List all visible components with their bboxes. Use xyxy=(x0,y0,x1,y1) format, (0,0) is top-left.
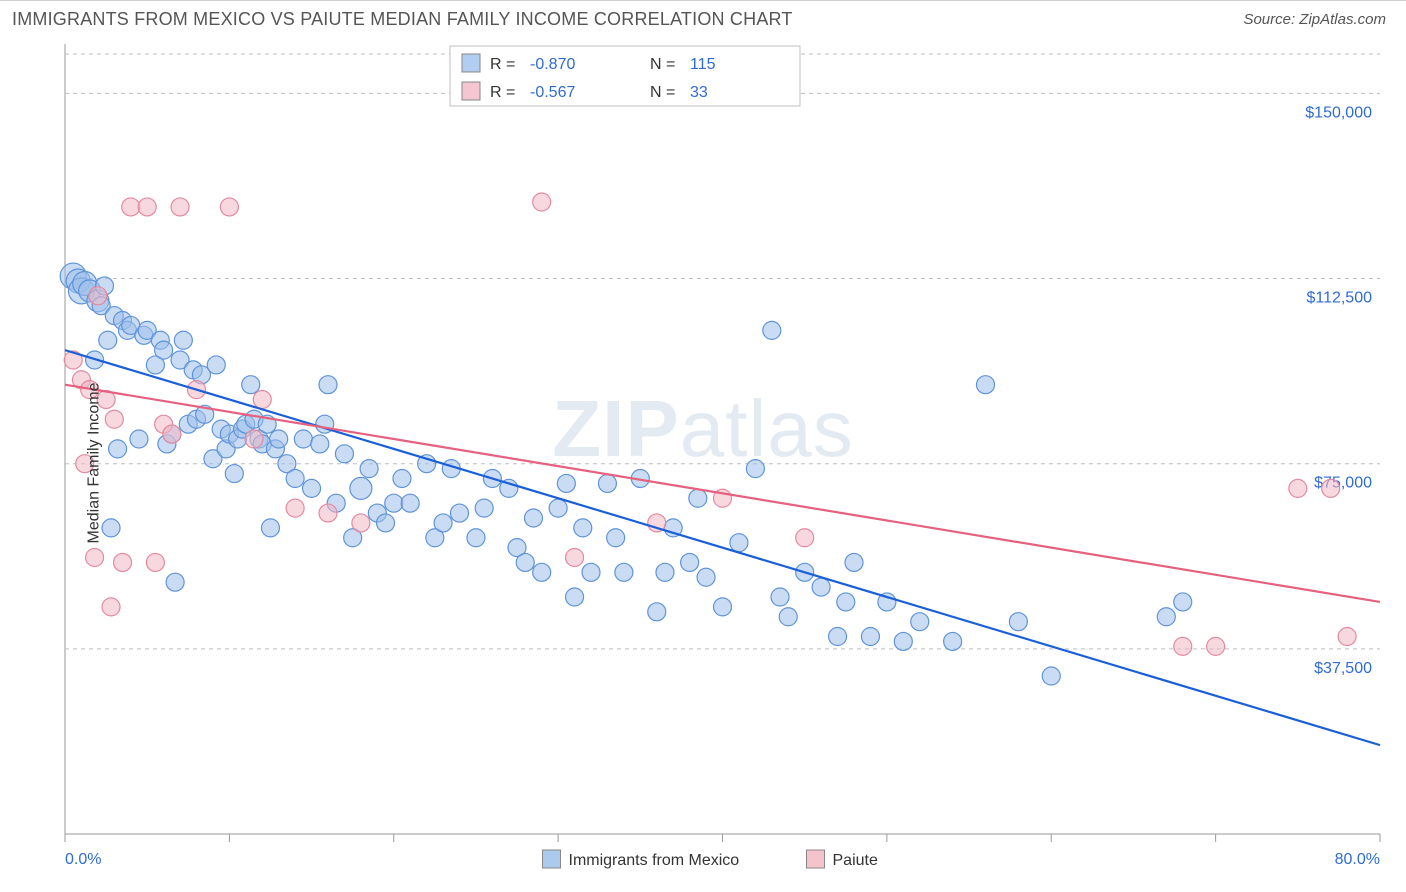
svg-text:Immigrants from Mexico: Immigrants from Mexico xyxy=(569,852,740,869)
svg-text:33: 33 xyxy=(690,84,708,101)
svg-text:$150,000: $150,000 xyxy=(1305,104,1372,121)
svg-text:80.0%: 80.0% xyxy=(1335,851,1380,868)
svg-text:N =: N = xyxy=(650,56,675,73)
svg-text:$37,500: $37,500 xyxy=(1314,660,1372,677)
svg-text:-0.567: -0.567 xyxy=(530,84,575,101)
svg-text:N =: N = xyxy=(650,84,675,101)
chart-title: IMMIGRANTS FROM MEXICO VS PAIUTE MEDIAN … xyxy=(12,9,793,30)
svg-text:$112,500: $112,500 xyxy=(1306,290,1372,307)
svg-text:Paiute: Paiute xyxy=(833,852,878,869)
svg-text:115: 115 xyxy=(690,56,716,73)
svg-text:R =: R = xyxy=(490,84,515,101)
chart-area: Median Family Income ZIPatlas $37,500$75… xyxy=(10,44,1396,882)
svg-text:R =: R = xyxy=(490,56,515,73)
y-axis-label: Median Family Income xyxy=(85,383,103,544)
svg-text:-0.870: -0.870 xyxy=(530,56,575,73)
source-attribution: Source: ZipAtlas.com xyxy=(1243,11,1386,28)
svg-text:0.0%: 0.0% xyxy=(65,851,101,868)
scatter-chart-svg: $37,500$75,000$112,500$150,0000.0%80.0%R… xyxy=(10,44,1396,882)
